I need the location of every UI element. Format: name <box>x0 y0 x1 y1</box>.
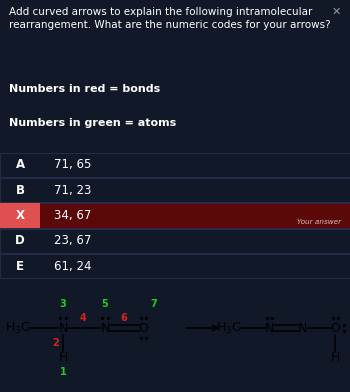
Text: 4: 4 <box>80 313 87 323</box>
Text: 1: 1 <box>60 367 66 377</box>
Text: N: N <box>265 321 274 334</box>
Text: X: X <box>16 209 25 222</box>
Bar <box>0 152 350 177</box>
Text: 34, 67: 34, 67 <box>54 209 92 222</box>
Bar <box>0 203 40 228</box>
Text: N: N <box>298 321 307 334</box>
Text: Add curved arrows to explain the following intramolecular
rearrangement. What ar: Add curved arrows to explain the followi… <box>9 7 330 30</box>
Text: B: B <box>16 183 25 197</box>
Text: Numbers in green = atoms: Numbers in green = atoms <box>9 118 176 128</box>
Text: A: A <box>15 158 25 171</box>
Text: O: O <box>139 321 148 334</box>
Text: 71, 23: 71, 23 <box>54 183 92 197</box>
Text: H: H <box>58 351 68 364</box>
Text: $\mathregular{H_3C}$: $\mathregular{H_3C}$ <box>216 321 242 336</box>
Text: N: N <box>100 321 110 334</box>
Bar <box>0 254 350 278</box>
Text: 6: 6 <box>120 313 127 323</box>
Text: $\mathregular{H_3C}$: $\mathregular{H_3C}$ <box>5 321 31 336</box>
Text: E: E <box>16 260 24 272</box>
Text: N: N <box>58 321 68 334</box>
Bar <box>0 178 350 202</box>
Text: 3: 3 <box>59 299 66 309</box>
Text: 7: 7 <box>150 299 158 309</box>
Text: O: O <box>330 321 340 334</box>
Text: Numbers in red = bonds: Numbers in red = bonds <box>9 84 160 94</box>
Text: 71, 65: 71, 65 <box>54 158 92 171</box>
Text: 23, 67: 23, 67 <box>54 234 92 247</box>
Text: D: D <box>15 234 25 247</box>
Text: ✕: ✕ <box>332 7 341 17</box>
Text: 61, 24: 61, 24 <box>54 260 92 272</box>
Bar <box>0 229 350 253</box>
Text: Your answer: Your answer <box>297 219 341 225</box>
Bar <box>0 203 350 228</box>
Text: 5: 5 <box>101 299 108 309</box>
Text: H: H <box>331 351 340 364</box>
Text: 2: 2 <box>52 338 59 348</box>
